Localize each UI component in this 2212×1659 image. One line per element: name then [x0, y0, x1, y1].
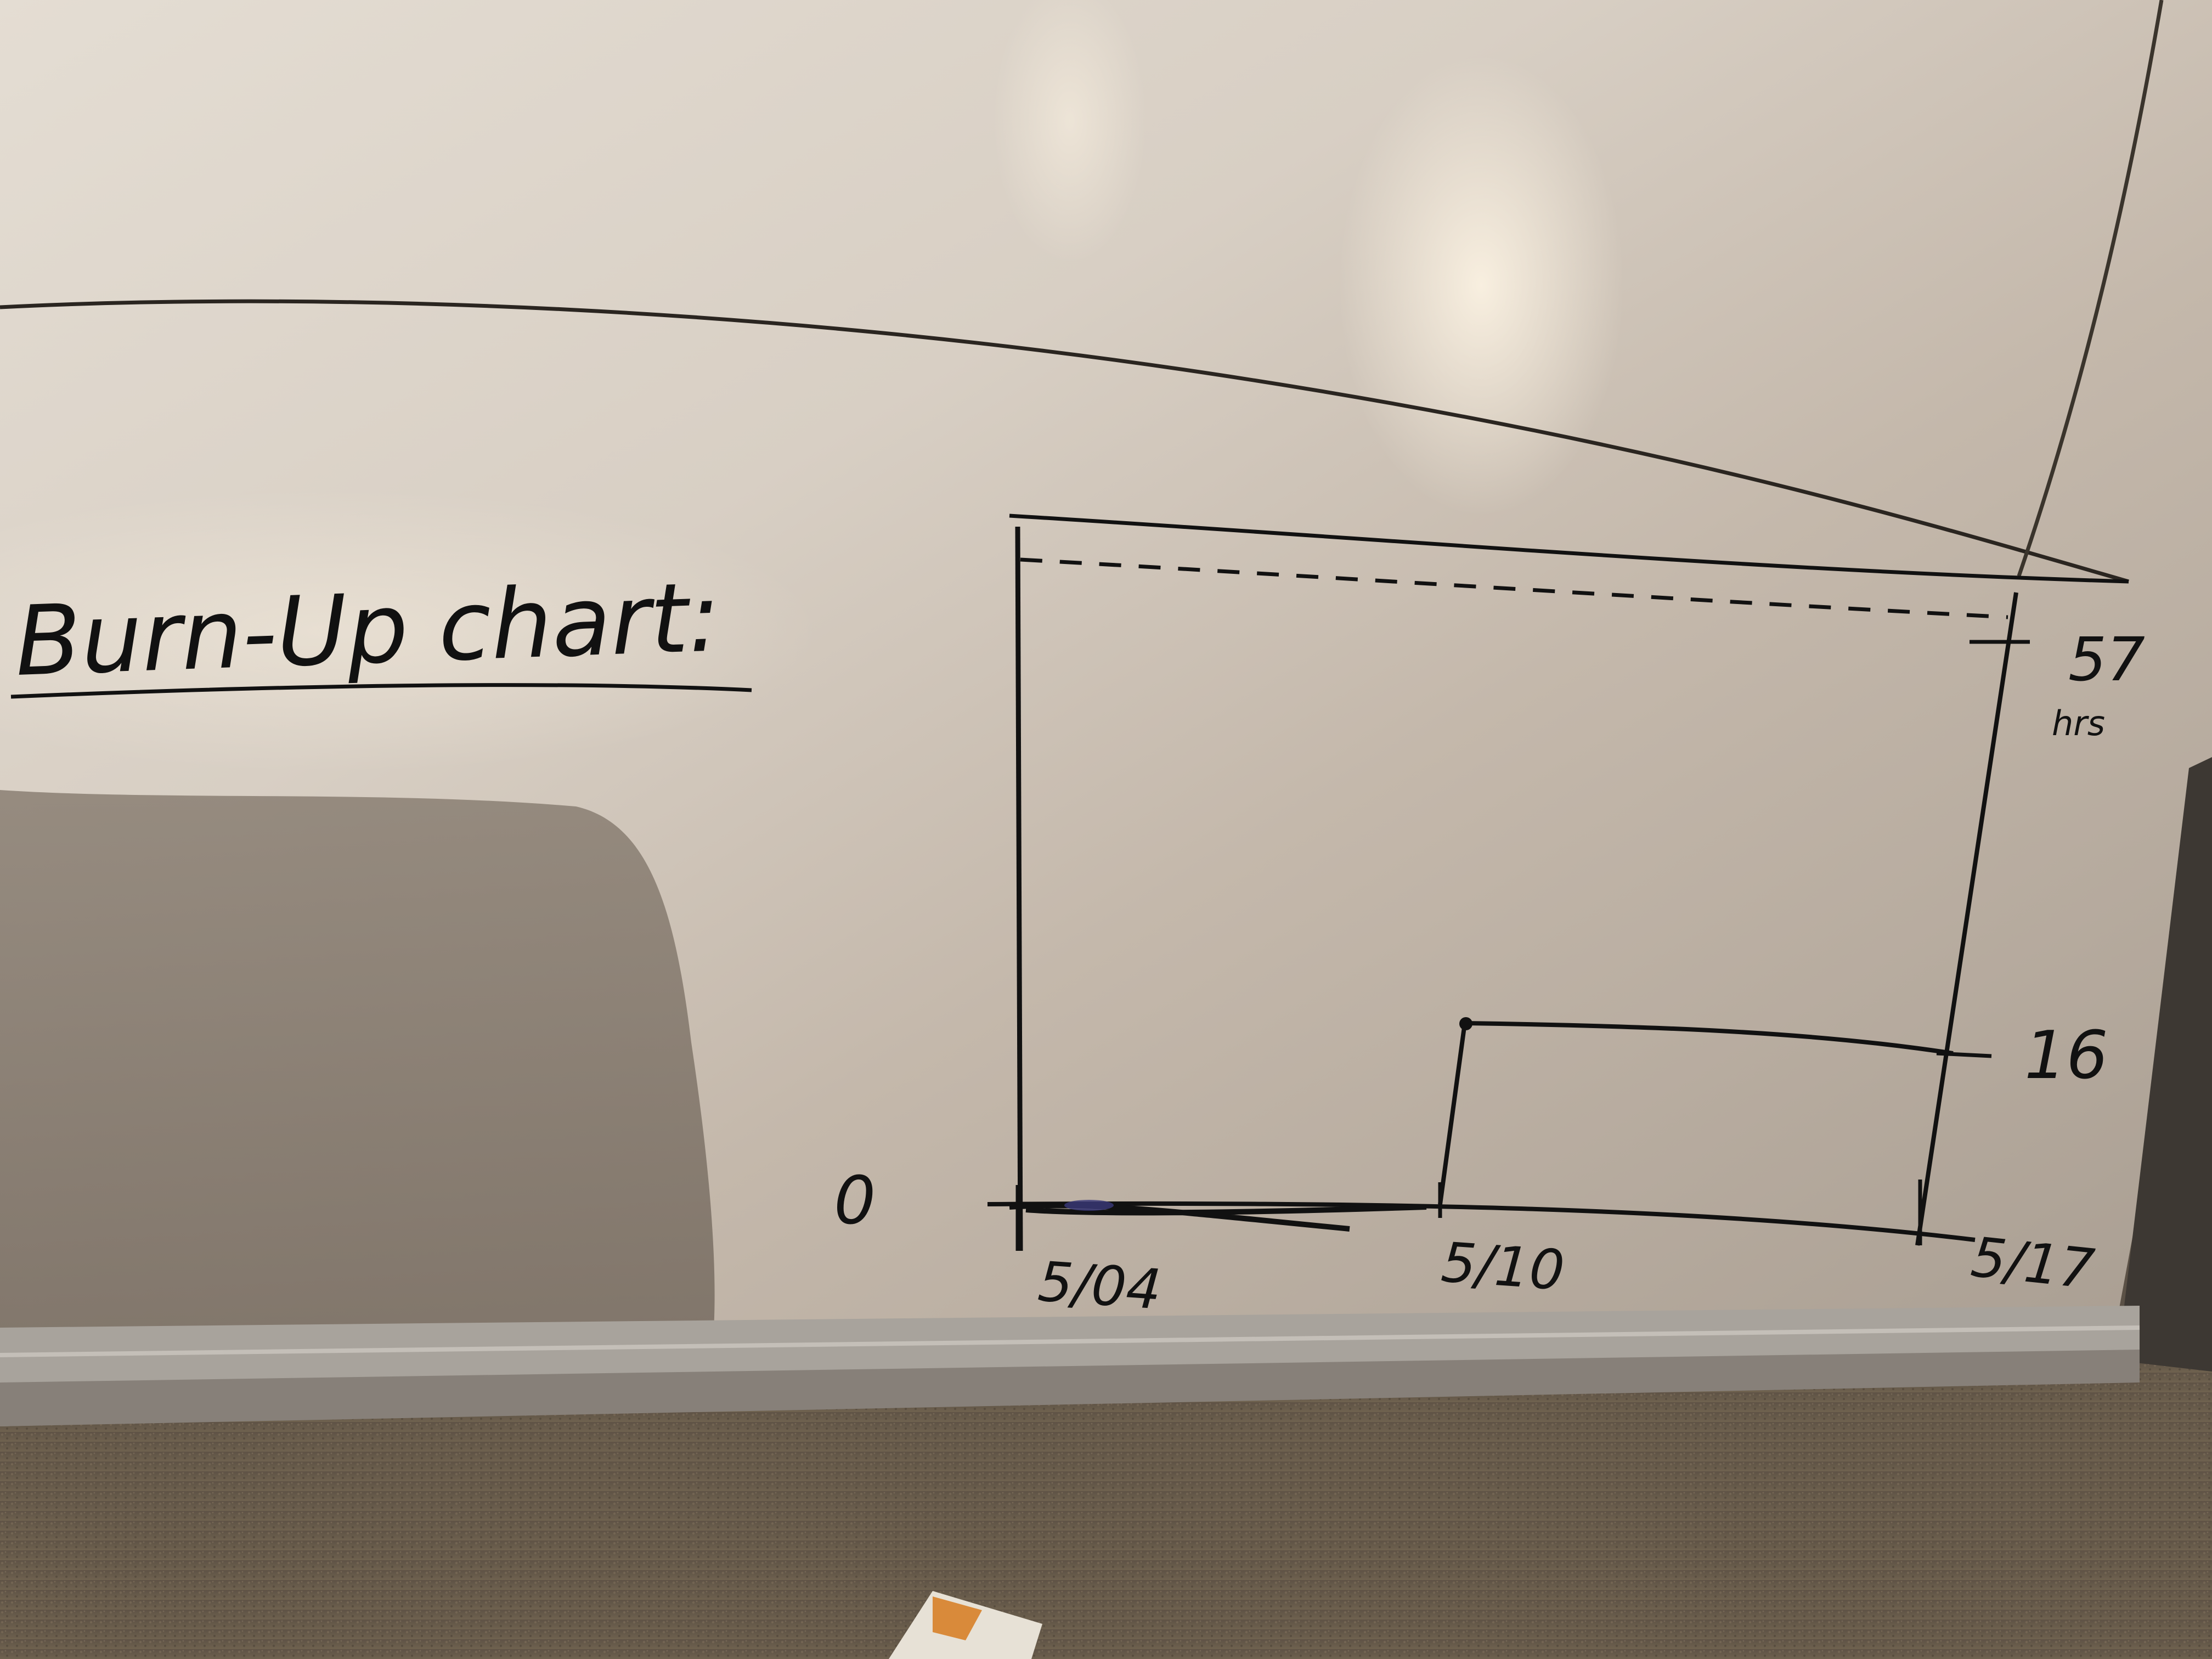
heading-group: Burn-Up chart: [10, 562, 752, 699]
marker-glint [1064, 1200, 1114, 1211]
board-shadow [0, 790, 715, 1339]
board-frame-lip [0, 1350, 2140, 1426]
heading: Burn-Up chart: [13, 562, 722, 698]
y-tick-label: 16 [2024, 1018, 2108, 1094]
scope-line [1020, 557, 2008, 619]
glare [993, 0, 1147, 263]
x-tick-label: 5/10 [1439, 1230, 1566, 1302]
heading-underline [10, 683, 752, 699]
x-axis-scribble [1009, 1203, 1427, 1232]
data-point [1459, 1017, 1472, 1030]
board-vertical-line [2017, 0, 2164, 577]
chart-top-border [1009, 514, 2129, 584]
frame-highlight [0, 1325, 2140, 1357]
x-axis [987, 1201, 1976, 1242]
glare [1339, 55, 1624, 516]
paper-object-accent [933, 1596, 982, 1640]
board-curve-line [0, 299, 2129, 584]
glare [0, 488, 823, 774]
board-right-edge [2118, 757, 2212, 1372]
series-line [1438, 1020, 1954, 1205]
y-tick-label: 57 [2068, 624, 2145, 695]
right-axis [1915, 592, 2018, 1246]
burn-up-chart: 57 hrs 16 0 5/04 5/10 5/17 [834, 514, 2145, 1322]
y-tick-note: hrs [2052, 703, 2105, 743]
x-tick-label: 5/17 [1968, 1225, 2097, 1302]
y-axis [1015, 526, 1023, 1251]
y-tick-label: 0 [834, 1163, 876, 1239]
x-tick-label: 5/04 [1036, 1249, 1163, 1322]
